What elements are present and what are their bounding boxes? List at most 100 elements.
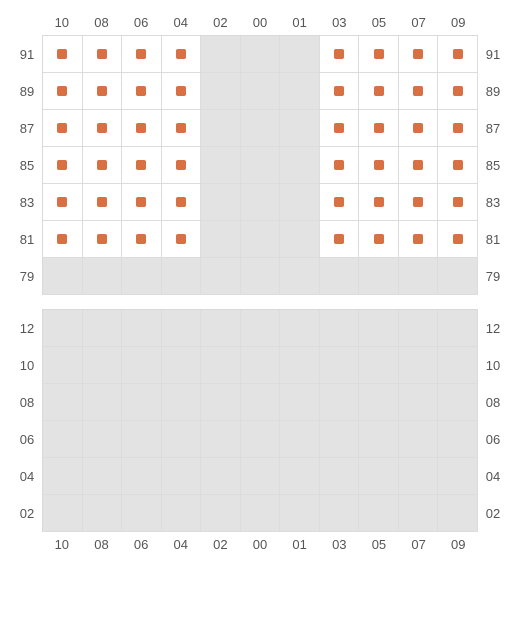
seat-unavailable [201,458,241,495]
bottom-section: 1212101008080606040402021008060402000103… [12,309,508,557]
seat-available[interactable] [438,147,478,184]
seat-marker-icon [413,86,423,96]
seat-available[interactable] [399,110,439,147]
column-label: 00 [240,10,280,35]
seat-available[interactable] [438,221,478,258]
seat-unavailable [438,384,478,421]
seat-available[interactable] [43,110,83,147]
seat-unavailable [122,421,162,458]
seat-available[interactable] [359,36,399,73]
seat-available[interactable] [43,147,83,184]
seat-available[interactable] [162,184,202,221]
seat-available[interactable] [122,147,162,184]
seat-row: 8585 [12,147,508,184]
column-labels-bottom: 1008060402000103050709 [42,532,478,557]
seat-row: 1212 [12,309,508,347]
seat-marker-icon [413,197,423,207]
seat-unavailable [162,258,202,295]
seat-available[interactable] [162,36,202,73]
seat-unavailable [438,458,478,495]
seat-available[interactable] [122,221,162,258]
column-label: 02 [201,532,241,557]
seat-unavailable [162,421,202,458]
seat-available[interactable] [43,73,83,110]
seat-unavailable [201,221,241,258]
seat-marker-icon [97,197,107,207]
seat-available[interactable] [320,36,360,73]
seat-available[interactable] [83,110,123,147]
seat-unavailable [201,347,241,384]
seat-available[interactable] [162,110,202,147]
seat-available[interactable] [438,36,478,73]
seat-unavailable [201,258,241,295]
seat-available[interactable] [359,184,399,221]
seat-marker-icon [453,123,463,133]
row-label-right: 04 [478,458,508,495]
seat-available[interactable] [162,147,202,184]
seat-unavailable [83,347,123,384]
column-label: 09 [438,532,478,557]
seat-row: 8181 [12,221,508,258]
seat-unavailable [241,147,281,184]
seat-available[interactable] [399,36,439,73]
seat-unavailable [320,347,360,384]
seat-available[interactable] [43,36,83,73]
seat-available[interactable] [359,221,399,258]
seat-available[interactable] [359,73,399,110]
seat-row-cells [42,184,478,221]
seat-available[interactable] [399,184,439,221]
seat-unavailable [122,347,162,384]
seat-unavailable [438,347,478,384]
row-label-right: 83 [478,184,508,221]
seat-available[interactable] [438,73,478,110]
seat-unavailable [280,258,320,295]
seat-available[interactable] [83,73,123,110]
seat-unavailable [320,384,360,421]
seat-available[interactable] [83,184,123,221]
seat-available[interactable] [122,110,162,147]
seat-available[interactable] [438,110,478,147]
seat-available[interactable] [320,221,360,258]
seat-available[interactable] [399,73,439,110]
seat-available[interactable] [438,184,478,221]
seat-available[interactable] [122,184,162,221]
column-label: 05 [359,532,399,557]
seat-available[interactable] [320,73,360,110]
seat-row: 0808 [12,384,508,421]
seat-available[interactable] [83,36,123,73]
seat-marker-icon [374,234,384,244]
seat-available[interactable] [359,147,399,184]
seat-row: 0404 [12,458,508,495]
seat-unavailable [320,310,360,347]
seat-row-cells [42,347,478,384]
seat-marker-icon [136,234,146,244]
seat-available[interactable] [320,184,360,221]
seat-unavailable [43,310,83,347]
seat-available[interactable] [43,221,83,258]
seat-marker-icon [374,49,384,59]
seat-available[interactable] [320,147,360,184]
seat-available[interactable] [122,73,162,110]
seat-available[interactable] [43,184,83,221]
seat-available[interactable] [399,147,439,184]
seat-available[interactable] [320,110,360,147]
seat-unavailable [201,421,241,458]
column-label: 09 [438,10,478,35]
seat-available[interactable] [359,110,399,147]
seat-available[interactable] [399,221,439,258]
column-label: 07 [399,10,439,35]
seat-unavailable [43,458,83,495]
seat-available[interactable] [122,36,162,73]
seat-row-cells [42,495,478,532]
seat-unavailable [201,36,241,73]
seat-marker-icon [374,123,384,133]
seat-available[interactable] [83,147,123,184]
seat-unavailable [43,258,83,295]
seat-available[interactable] [83,221,123,258]
seat-unavailable [438,495,478,532]
seat-available[interactable] [162,73,202,110]
seat-available[interactable] [162,221,202,258]
seat-unavailable [241,310,281,347]
column-label: 03 [319,532,359,557]
seat-row-cells [42,147,478,184]
